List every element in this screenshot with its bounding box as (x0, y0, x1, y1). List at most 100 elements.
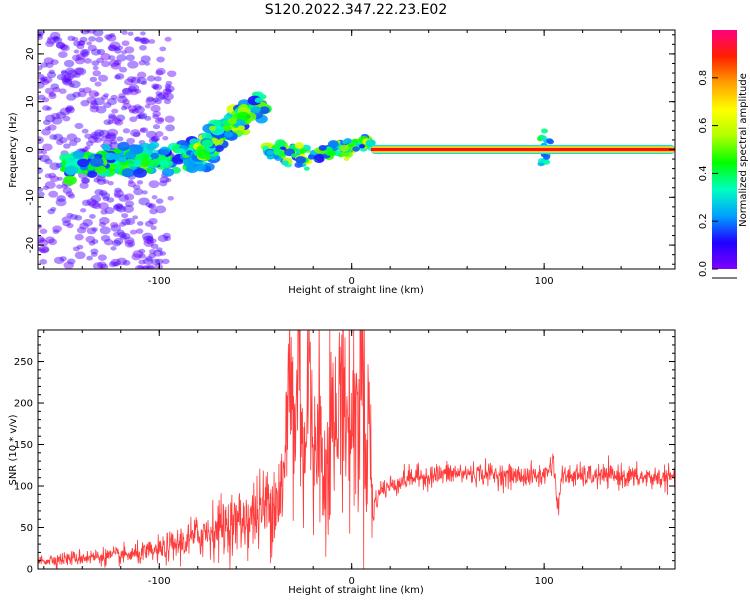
noise-blob (66, 93, 77, 101)
noise-blob (55, 41, 66, 49)
noise-blob (72, 91, 81, 98)
noise-blob (86, 96, 97, 104)
noise-blob (117, 95, 128, 104)
noise-blob (52, 86, 61, 93)
noise-blob (66, 133, 78, 141)
noise-blob (110, 246, 117, 251)
noise-blob (138, 60, 146, 66)
y-tick-label: 200 (14, 399, 33, 410)
noise-blob (159, 46, 167, 52)
noise-blob (137, 113, 146, 119)
noise-blob (151, 135, 160, 142)
noise-blob (38, 246, 42, 252)
noise-blob (89, 214, 96, 219)
noise-blob (155, 198, 164, 204)
noise-blob (150, 225, 157, 231)
noise-blob (124, 239, 136, 248)
noise-blob (127, 31, 134, 36)
noise-blob (42, 119, 51, 126)
noise-blob (119, 221, 127, 227)
noise-blob (83, 30, 91, 33)
noise-blob (87, 136, 98, 144)
noise-blob (56, 184, 63, 189)
noise-blob (78, 87, 85, 93)
noise-blob (39, 154, 50, 163)
noise-blob (102, 179, 110, 184)
noise-blob (164, 85, 175, 93)
spectrogram-marks (38, 30, 675, 269)
noise-blob (134, 264, 145, 269)
noise-blob (107, 181, 114, 186)
noise-blob (162, 88, 172, 95)
noise-blob (89, 76, 98, 82)
noise-blob (90, 248, 99, 255)
noise-blob (71, 36, 79, 42)
arm-blob (224, 131, 234, 138)
noise-blob (53, 256, 65, 265)
noise-blob (127, 60, 139, 69)
noise-blob (48, 190, 59, 198)
band-blob (133, 168, 147, 178)
noise-blob (91, 202, 102, 210)
colorbar-tick-label: 0.4 (698, 165, 709, 181)
noise-blob (40, 149, 47, 155)
noise-blob (134, 105, 145, 114)
noise-blob (38, 191, 45, 197)
noise-blob (152, 85, 159, 90)
noise-blob (80, 51, 89, 58)
band-blob (110, 153, 121, 160)
snr-y-ticks: 0 50 100 150 200 250 (14, 336, 675, 576)
noise-blob (106, 197, 115, 203)
noise-blob (55, 198, 67, 207)
kink-blob (273, 148, 283, 156)
noise-blob (122, 128, 131, 134)
noise-blob (136, 71, 147, 79)
noise-blob (120, 106, 128, 111)
noise-blob (41, 128, 51, 136)
noise-blob (68, 82, 75, 88)
noise-blob (89, 105, 100, 113)
noise-blob (136, 180, 144, 185)
noise-blob (114, 187, 122, 194)
band-blob (64, 165, 78, 176)
kink-blob (313, 153, 325, 162)
noise-blob (65, 107, 73, 113)
noise-blob (38, 235, 45, 244)
noise-blob (95, 105, 107, 114)
noise-blob (63, 73, 75, 81)
noise-blob (52, 35, 59, 40)
noise-blob (150, 104, 161, 113)
kink-blob (359, 144, 366, 149)
noise-blob (127, 86, 137, 93)
noise-blob (162, 232, 171, 239)
noise-blob (88, 241, 96, 246)
band-blob (140, 158, 153, 167)
colorbar-bar (712, 30, 737, 269)
noise-blob (39, 259, 48, 265)
noise-blob (138, 197, 150, 206)
noise-blob (135, 228, 144, 234)
noise-blob (44, 236, 55, 244)
noise-blob (85, 235, 96, 243)
noise-blob (103, 238, 114, 246)
noise-blob (98, 190, 108, 197)
band-blob (72, 150, 85, 159)
noise-blob (86, 41, 92, 46)
noise-blob (76, 244, 84, 250)
noise-blob (164, 36, 172, 42)
noise-blob (49, 31, 61, 40)
noise-blob (58, 88, 67, 94)
noise-blob (66, 258, 76, 265)
noise-blob (90, 195, 102, 203)
y-tick-label: 50 (20, 523, 33, 534)
noise-blob (74, 251, 86, 260)
noise-blob (115, 114, 126, 122)
noise-blob (45, 126, 51, 131)
noise-blob (94, 189, 104, 196)
noise-blob (90, 252, 98, 257)
band-blob (150, 152, 160, 159)
noise-blob (119, 234, 128, 240)
noise-blob (106, 132, 117, 140)
noise-blob (79, 182, 89, 189)
band-blob (89, 157, 104, 168)
